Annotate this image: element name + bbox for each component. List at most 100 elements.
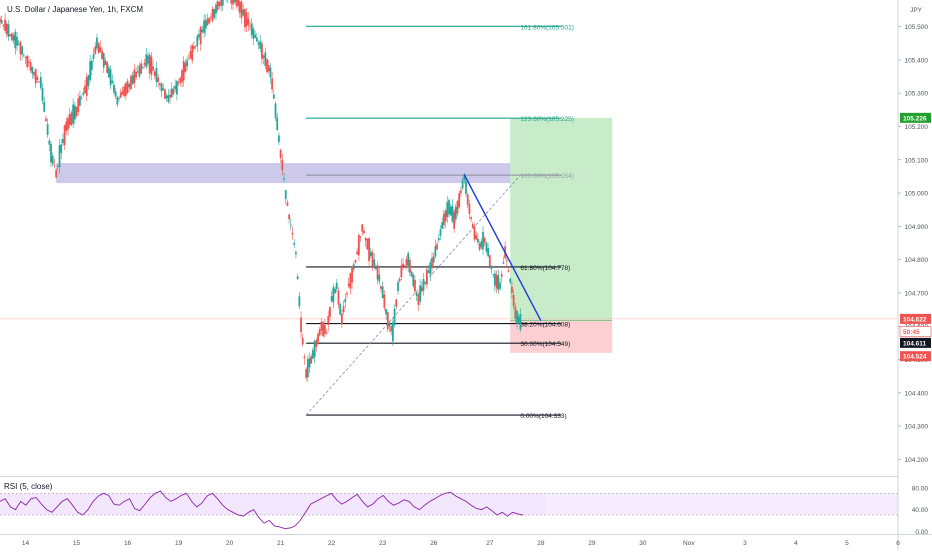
candle-body — [130, 76, 132, 89]
candle-body — [317, 334, 319, 342]
candle-body — [59, 145, 61, 167]
price-tick-label: 105.100 — [905, 157, 929, 164]
candle-body — [450, 207, 452, 216]
candle-body — [50, 144, 52, 162]
candle-body — [501, 274, 503, 276]
time-tick-label: 29 — [588, 540, 596, 547]
candle-body — [239, 1, 241, 13]
candle-body — [389, 323, 391, 327]
candle-body — [55, 170, 57, 177]
candle-body — [137, 71, 139, 72]
candle-body — [144, 63, 146, 65]
time-tick-label: 14 — [22, 540, 30, 547]
candle-body — [74, 105, 76, 119]
candle-body — [431, 258, 433, 268]
candle-body — [207, 19, 209, 26]
time-tick-label: 3 — [743, 540, 747, 547]
candle-body — [489, 255, 491, 266]
candle-body — [365, 238, 367, 241]
candle-body — [99, 47, 101, 52]
candle-body — [167, 95, 169, 102]
price-badge-label: 104.622 — [903, 316, 927, 323]
candle-body — [37, 77, 39, 80]
candle-body — [319, 329, 321, 335]
candle-body — [361, 224, 363, 231]
rsi-tick-label: 0.00 — [915, 529, 928, 536]
candle-body — [156, 68, 158, 82]
candle-body — [421, 287, 423, 291]
candle-body — [382, 286, 384, 298]
candle-body — [375, 268, 377, 269]
candle-body — [8, 24, 10, 37]
candle-body — [35, 69, 37, 83]
candle-body — [358, 235, 360, 255]
price-tick-label: 105.000 — [905, 191, 929, 198]
candle-body — [232, 0, 234, 4]
candle-body — [247, 18, 249, 24]
candle-body — [23, 55, 25, 56]
price-axis-bg — [899, 0, 932, 534]
candle-body — [482, 232, 484, 249]
candle-body — [176, 81, 178, 95]
candle-body — [195, 46, 197, 47]
candle-body — [326, 332, 328, 334]
candle-body — [20, 41, 22, 54]
candle-body — [198, 34, 200, 37]
candle-body — [162, 88, 164, 90]
support-zone — [56, 163, 566, 183]
candle-body — [416, 293, 418, 296]
candle-body — [28, 61, 30, 63]
candle-body — [412, 275, 414, 286]
candle-body — [268, 65, 270, 71]
time-tick-label: 28 — [537, 540, 545, 547]
candle-body — [275, 103, 277, 117]
candle-body — [472, 224, 474, 228]
candle-body — [105, 60, 107, 65]
candle-body — [101, 51, 103, 59]
candle-body — [82, 93, 84, 95]
candle-body — [281, 160, 283, 170]
candle-body — [25, 57, 27, 58]
fib-level-label: 161.80%(105.501) — [520, 24, 574, 31]
price-badge-label: 50:45 — [903, 329, 920, 336]
candle-body — [3, 25, 5, 26]
candle-body — [508, 270, 510, 271]
candle-body — [477, 239, 479, 243]
candle-body — [190, 51, 192, 58]
rsi-tick-label: 40.00 — [912, 507, 929, 514]
fib-level-label: 30.00%(104.549) — [520, 341, 570, 348]
candle-body — [344, 299, 346, 302]
candle-body — [484, 238, 486, 243]
time-tick-label: 4 — [794, 540, 798, 547]
candle-body — [11, 33, 13, 39]
candle-body — [373, 259, 375, 265]
candle-body — [65, 121, 67, 130]
chart-title: U.S. Dollar / Japanese Yen, 1h, FXCM — [6, 5, 144, 14]
rsi-band — [0, 493, 546, 515]
fib-level-label: 0.00%(104.333) — [520, 413, 566, 420]
candle-body — [201, 30, 203, 32]
candle-body — [0, 19, 1, 22]
candle-body — [246, 12, 248, 26]
candle-body — [469, 204, 471, 214]
candle-body — [116, 97, 118, 105]
candle-body — [222, 0, 224, 6]
candle-body — [273, 95, 275, 99]
candle-body — [312, 350, 314, 359]
fib-level-label: 100.00%(105.054) — [520, 173, 574, 180]
candle-body — [298, 296, 300, 306]
candle-body — [212, 9, 214, 21]
candle-body — [453, 211, 455, 228]
price-badge-label: 104.611 — [903, 340, 927, 347]
candle-body — [38, 82, 40, 83]
candle-body — [518, 317, 520, 323]
candle-body — [309, 358, 311, 367]
price-tick-label: 105.400 — [905, 57, 929, 64]
price-tick-label: 104.200 — [905, 457, 929, 464]
candle-body — [178, 83, 180, 84]
candle-body — [98, 43, 100, 52]
time-tick-label: 16 — [124, 540, 132, 547]
candle-body — [331, 296, 333, 301]
